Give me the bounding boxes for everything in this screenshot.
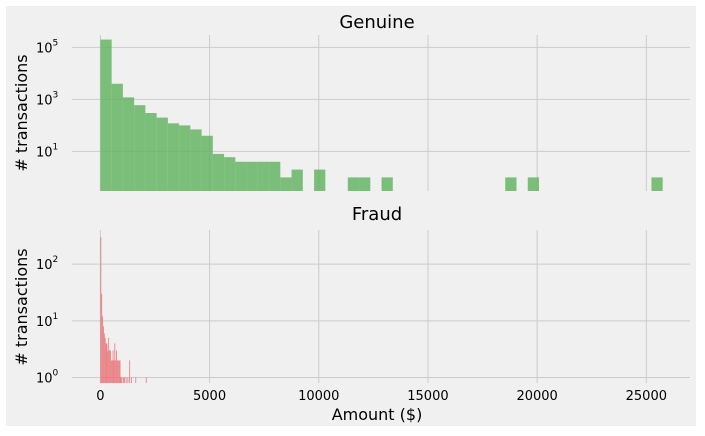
histogram-bar [105,343,107,383]
histogram-bar [103,333,105,383]
ytick-label: 100 [36,369,59,387]
histogram-bar [235,161,247,191]
histogram-bar [134,105,146,191]
histogram-bar [117,360,119,383]
histogram-bar [109,350,111,383]
histogram-bar [201,135,213,191]
histogram-bar [257,161,270,191]
histogram-bar [269,161,281,191]
histogram-bar [505,177,517,191]
histogram-bar [100,39,112,192]
genuine-ylabel: # transactions [12,54,31,171]
histogram-bar [107,350,109,383]
histogram-bar [104,337,106,383]
histogram-bar [167,123,180,191]
histogram-bar [122,97,135,191]
histogram-bar [145,113,157,191]
histogram-bar [119,360,121,383]
histogram-bar [100,237,102,383]
histogram-bar [123,377,124,383]
ytick-label: 102 [36,255,58,273]
histogram-bar [190,129,202,191]
xtick-label: 5000 [193,389,226,404]
histogram-bar [110,360,112,383]
histogram-bar [109,350,110,383]
histogram-bar [359,177,371,191]
histogram-bar [106,343,108,383]
histogram-bar [111,83,123,191]
histogram-bar [125,377,127,383]
histogram-bar [212,153,225,191]
histogram-bar [102,316,104,383]
histogram-bar [108,337,110,383]
xtick-label: 25000 [626,389,667,404]
ytick-label: 105 [36,38,58,56]
xtick-label: 0 [96,389,104,404]
histogram-bar [381,177,393,191]
ytick-label: 101 [36,312,58,330]
histogram-bar [115,360,117,383]
xtick-label: 15000 [407,389,448,404]
histogram-bar [101,293,103,383]
histogram-bar [123,377,125,383]
genuine-ytick-labels: 105 103 101 [36,38,58,160]
genuine-title: Genuine [339,12,414,33]
fraud-xlabel: Amount ($) [332,405,423,424]
histogram-bar [314,169,326,191]
histogram-bar [120,377,122,383]
histogram-bar [113,360,115,383]
histogram-bar [121,377,123,383]
xtick-label: 20000 [516,389,557,404]
fraud-xtick-labels: 0 5000 10000 15000 20000 25000 [96,389,667,404]
histogram-bar [116,350,117,383]
histogram-bar [246,161,258,191]
histogram-bar [156,117,168,191]
ytick-label: 101 [36,142,58,160]
histogram-bar [527,177,539,191]
histogram-bar [111,360,113,383]
histogram-bar [347,177,360,191]
ytick-label: 103 [36,90,58,108]
histogram-bar [103,326,104,383]
fraud-bars [100,237,147,383]
genuine-bars [100,39,663,192]
genuine-axes: Genuine # transactions 105 103 101 [12,12,690,192]
histogram-bar [145,377,147,383]
histogram-bar [179,125,191,191]
histogram-bar [224,157,236,191]
fraud-grid [72,230,690,383]
histogram-bar [116,360,118,383]
histogram-bar [280,177,292,191]
histogram-bar [291,169,303,191]
histogram-bar [118,360,120,383]
histogram-bar [127,377,129,383]
histogram-bar [114,343,116,383]
histogram-bar [129,360,131,383]
fraud-axes: Fraud # transactions 102 101 100 0 5000 1000… [12,204,690,424]
fraud-ytick-labels: 102 101 100 [36,255,59,386]
fraud-title: Fraud [352,204,402,225]
figure-panel [6,6,696,426]
histogram-bar [135,377,137,383]
xtick-label: 10000 [298,389,339,404]
histogram-bar [130,377,132,383]
fraud-ylabel: # transactions [12,248,31,365]
histogram-bar [651,177,663,191]
histogram-bar [112,350,114,383]
